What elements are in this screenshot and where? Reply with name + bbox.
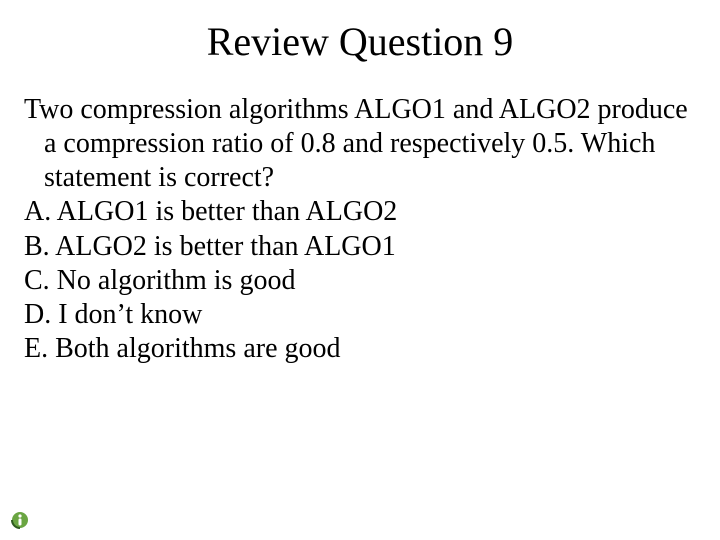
option-e: E. Both algorithms are good [24,332,696,366]
option-a: A. ALGO1 is better than ALGO2 [24,195,696,229]
slide-title: Review Question 9 [0,0,720,75]
option-b: B. ALGO2 is better than ALGO1 [24,230,696,264]
slide: Review Question 9 Two compression algori… [0,0,720,540]
option-d: D. I don’t know [24,298,696,332]
option-c: C. No algorithm is good [24,264,696,298]
logo-icon [10,510,30,530]
question-text: Two compression algorithms ALGO1 and ALG… [24,93,696,195]
slide-body: Two compression algorithms ALGO1 and ALG… [0,75,720,366]
